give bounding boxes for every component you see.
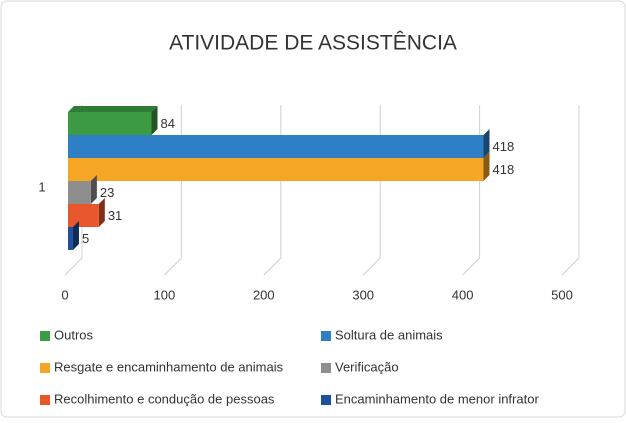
bar [68, 227, 73, 250]
bar-side [98, 198, 105, 227]
bar-side [483, 152, 490, 181]
x-tick-label: 300 [352, 287, 374, 302]
legend-label: Verificação [335, 359, 399, 374]
bar-top [68, 106, 158, 112]
bar-side [151, 106, 158, 135]
bar-side [72, 221, 79, 250]
x-tick-label: 0 [61, 287, 68, 302]
bar [68, 135, 484, 158]
y-tick-label: 1 [38, 179, 45, 194]
data-label: 31 [108, 208, 122, 223]
data-label: 418 [492, 139, 514, 154]
legend-marker [40, 331, 50, 341]
data-label: 418 [492, 162, 514, 177]
legend-label: Outros [54, 327, 94, 342]
legend-marker [40, 395, 50, 405]
x-tick-label: 400 [452, 287, 474, 302]
bar [68, 112, 152, 135]
legend-label: Encaminhamento de menor infrator [335, 391, 539, 406]
x-tick-label: 500 [551, 287, 573, 302]
x-tick-label: 200 [253, 287, 275, 302]
legend-marker [321, 331, 331, 341]
legend-label: Soltura de animais [335, 327, 443, 342]
x-tick-label: 100 [154, 287, 176, 302]
chart-title: ATIVIDADE DE ASSISTÊNCIA [169, 32, 457, 55]
bar [68, 204, 99, 227]
data-label: 5 [82, 231, 89, 246]
legend-marker [321, 395, 331, 405]
grid-line [561, 105, 580, 276]
bar-side [90, 175, 97, 204]
legend-marker [40, 363, 50, 373]
data-label: 84 [160, 116, 174, 131]
bar [68, 181, 91, 204]
legend-label: Resgate e encaminhamento de animais [54, 359, 284, 374]
data-label: 23 [100, 185, 114, 200]
bar [68, 158, 484, 181]
bar-side [483, 129, 490, 158]
legend-label: Recolhimento e condução de pessoas [54, 391, 275, 406]
legend-marker [321, 363, 331, 373]
